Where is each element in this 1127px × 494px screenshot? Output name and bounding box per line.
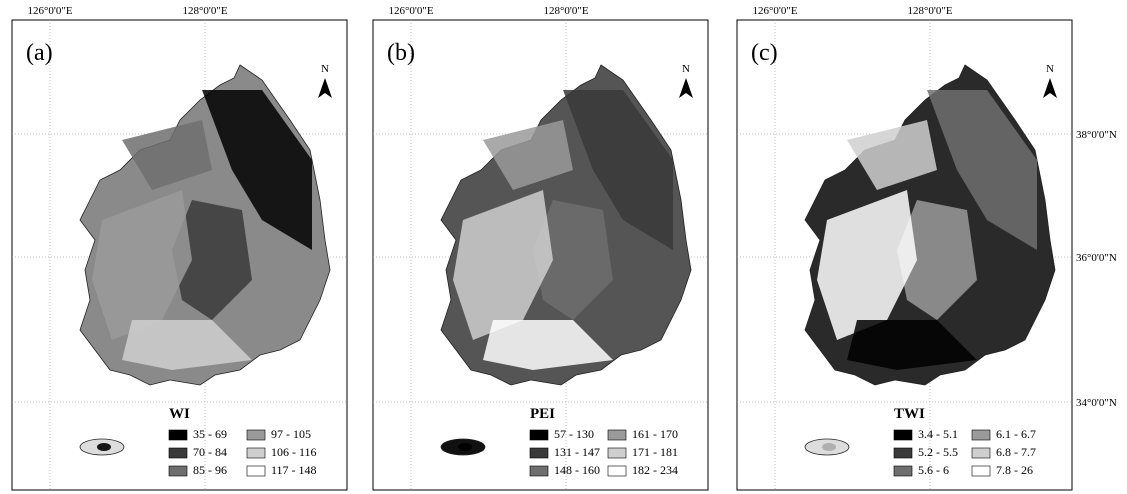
- panel-label: (b): [387, 40, 415, 66]
- legend-item: 131 - 147: [554, 445, 600, 459]
- longitude-label: 126°0'0"E: [752, 5, 797, 17]
- legend-swatch: [894, 448, 912, 458]
- longitude-label: 126°0'0"E: [388, 5, 433, 17]
- legend-title: TWI: [894, 406, 925, 422]
- north-label: N: [321, 63, 329, 75]
- jeju-core: [822, 443, 836, 451]
- legend-item: 7.8 - 26: [996, 463, 1033, 477]
- figure: (a) N WI35 - 69 70 - 84 85 - 96 97 - 105 106 -…: [0, 0, 1127, 494]
- legend-item: 6.1 - 6.7: [996, 427, 1036, 441]
- legend-item: 106 - 116: [271, 445, 317, 459]
- legend-title: WI: [169, 406, 190, 422]
- legend-item: 171 - 181: [632, 445, 678, 459]
- legend-swatch: [530, 448, 548, 458]
- legend-item: 57 - 130: [554, 427, 594, 441]
- longitude-label: 128°0'0"E: [182, 5, 227, 17]
- longitude-label: 126°0'0"E: [27, 5, 72, 17]
- legend-swatch: [608, 430, 626, 440]
- legend-item: 6.8 - 7.7: [996, 445, 1036, 459]
- legend-swatch: [972, 466, 990, 476]
- latitude-label: 36°0'0"N: [1076, 252, 1117, 264]
- panel-label: (a): [26, 40, 53, 66]
- latitude-label: 38°0'0"N: [1076, 129, 1117, 141]
- legend-swatch: [530, 466, 548, 476]
- legend-item: 117 - 148: [271, 463, 317, 477]
- longitude-label: 128°0'0"E: [907, 5, 952, 17]
- map-panel: (b) N PEI 57 - 130 131 - 147 148 - 160 161 - 1…: [373, 20, 708, 490]
- legend-item: 182 - 234: [632, 463, 678, 477]
- map-panel: (c) N TWI 3.4 - 5.1 5.2 - 5.5 5.6 - 6 6.1 - 6.…: [737, 20, 1072, 490]
- legend-swatch: [894, 466, 912, 476]
- legend-swatch: [169, 466, 187, 476]
- jeju-core: [458, 443, 472, 451]
- legend-item: 161 - 170: [632, 427, 678, 441]
- legend-item: 35 - 69: [193, 427, 227, 441]
- legend-title: PEI: [530, 406, 555, 422]
- legend-item: 3.4 - 5.1: [918, 427, 958, 441]
- legend-item: 5.6 - 6: [918, 463, 949, 477]
- legend-swatch: [169, 448, 187, 458]
- legend-swatch: [530, 430, 548, 440]
- north-label: N: [1046, 63, 1054, 75]
- legend-swatch: [972, 430, 990, 440]
- legend-swatch: [247, 430, 265, 440]
- north-label: N: [682, 63, 690, 75]
- legend-item: 70 - 84: [193, 445, 227, 459]
- legend-item: 97 - 105: [271, 427, 311, 441]
- legend-swatch: [894, 430, 912, 440]
- legend-item: 148 - 160: [554, 463, 600, 477]
- latitude-label: 34°0'0"N: [1076, 397, 1117, 409]
- longitude-label: 128°0'0"E: [543, 5, 588, 17]
- legend-swatch: [608, 466, 626, 476]
- legend-item: 85 - 96: [193, 463, 227, 477]
- legend-swatch: [247, 448, 265, 458]
- legend-swatch: [247, 466, 265, 476]
- legend-item: 5.2 - 5.5: [918, 445, 958, 459]
- legend-swatch: [169, 430, 187, 440]
- panel-label: (c): [751, 40, 778, 66]
- legend-swatch: [972, 448, 990, 458]
- legend-swatch: [608, 448, 626, 458]
- jeju-core: [97, 443, 111, 451]
